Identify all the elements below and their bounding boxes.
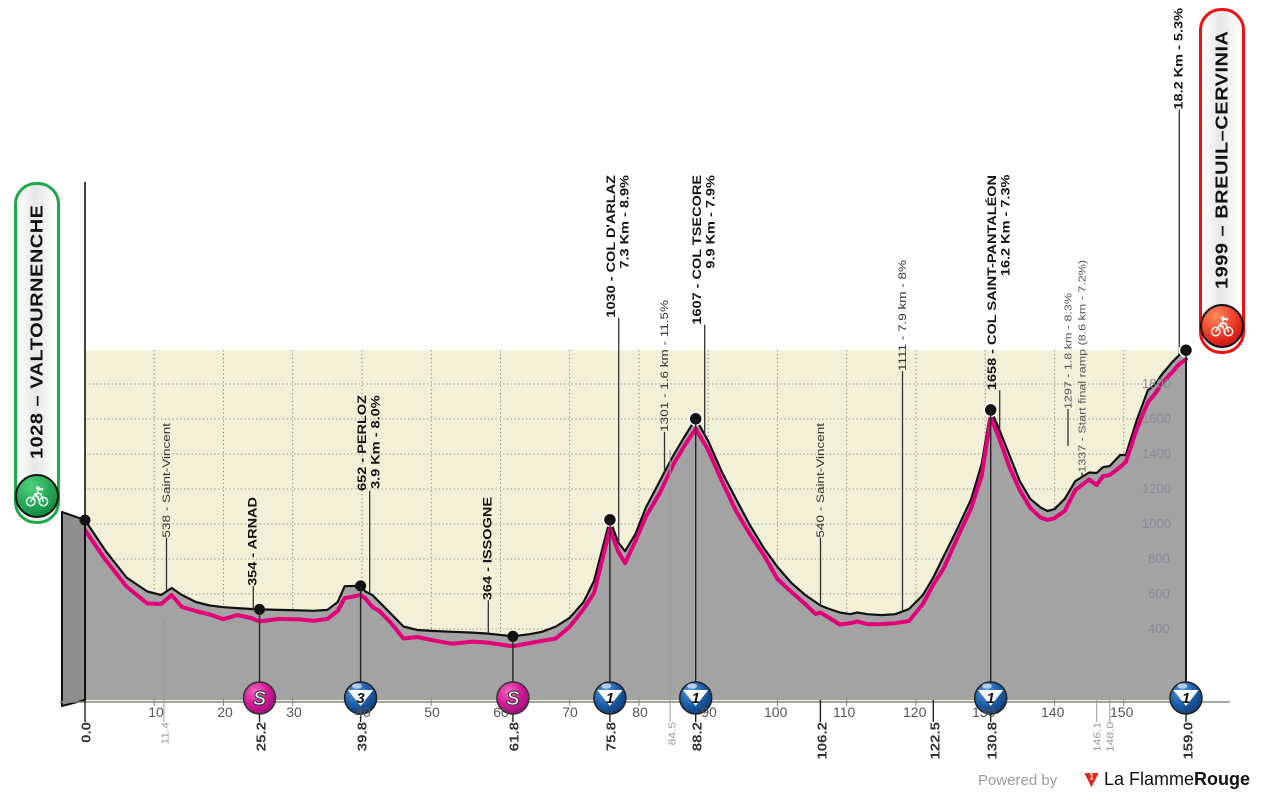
svg-text:1: 1 — [1089, 773, 1094, 782]
svg-text:1: 1 — [606, 690, 614, 707]
svg-text:S: S — [253, 688, 267, 710]
svg-text:1: 1 — [1182, 690, 1190, 707]
